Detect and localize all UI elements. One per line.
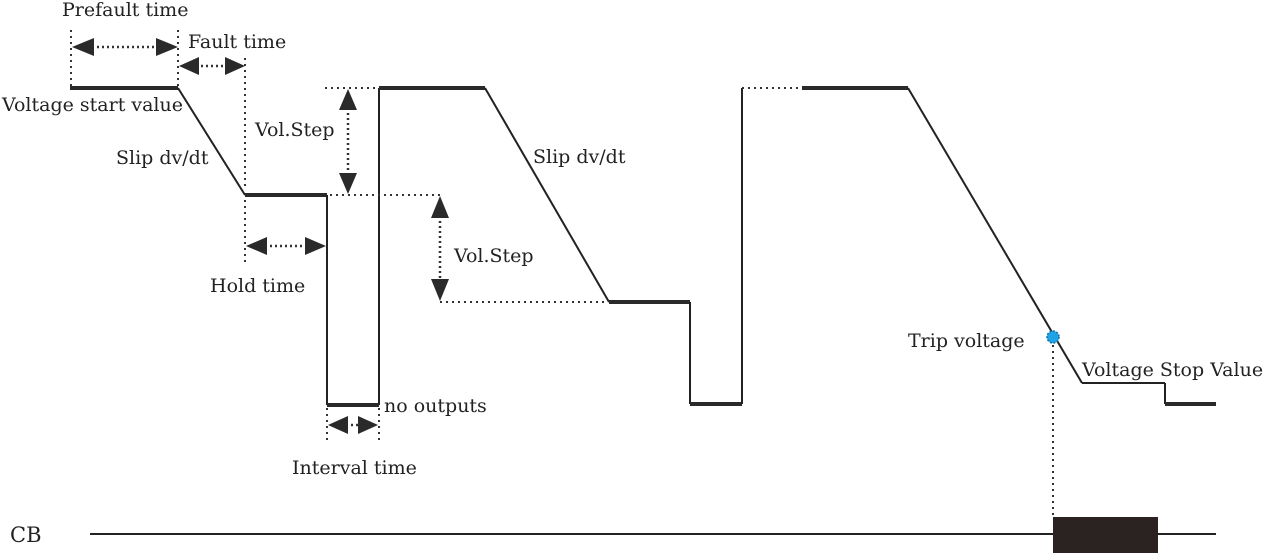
hold-time-arrow: [246, 237, 326, 255]
cb-trip-block: [1053, 517, 1158, 553]
slip-dvdt-label-1: Slip dv/dt: [116, 147, 209, 169]
vol-step-2-arrow: [431, 196, 449, 301]
slip-ramp-2: [484, 87, 610, 303]
fault-time-arrow: [179, 57, 245, 75]
fault-time-label: Fault time: [188, 31, 286, 53]
guide-lines: [70, 30, 1054, 516]
labels: Prefault time Fault time Voltage start v…: [1, 0, 1263, 547]
slip-dvdt-label-2: Slip dv/dt: [533, 146, 626, 168]
voltage-stop-value-label: Voltage Stop Value: [1081, 359, 1263, 381]
trip-voltage-label: Trip voltage: [908, 330, 1025, 352]
vol-step-label-1: Vol.Step: [254, 119, 335, 141]
prefault-time-arrow: [72, 38, 178, 56]
vol-step-label-2: Vol.Step: [453, 245, 534, 267]
prefault-time-label: Prefault time: [62, 0, 188, 21]
trip-point: [1046, 330, 1060, 344]
voltage-start-value-label: Voltage start value: [1, 94, 183, 116]
voltage-signal: [70, 86, 1216, 407]
no-outputs-label: no outputs: [384, 395, 487, 417]
cb-label: CB: [10, 523, 42, 547]
vol-step-1-arrow: [339, 89, 357, 194]
interval-time-label: Interval time: [292, 457, 417, 479]
dimension-arrows: [72, 38, 449, 434]
trip-voltage-marker: [1046, 330, 1060, 344]
cb-trace: [90, 517, 1216, 553]
hold-time-label: Hold time: [210, 275, 305, 297]
interval-time-arrow: [328, 416, 378, 434]
slip-ramp-1: [177, 87, 246, 196]
